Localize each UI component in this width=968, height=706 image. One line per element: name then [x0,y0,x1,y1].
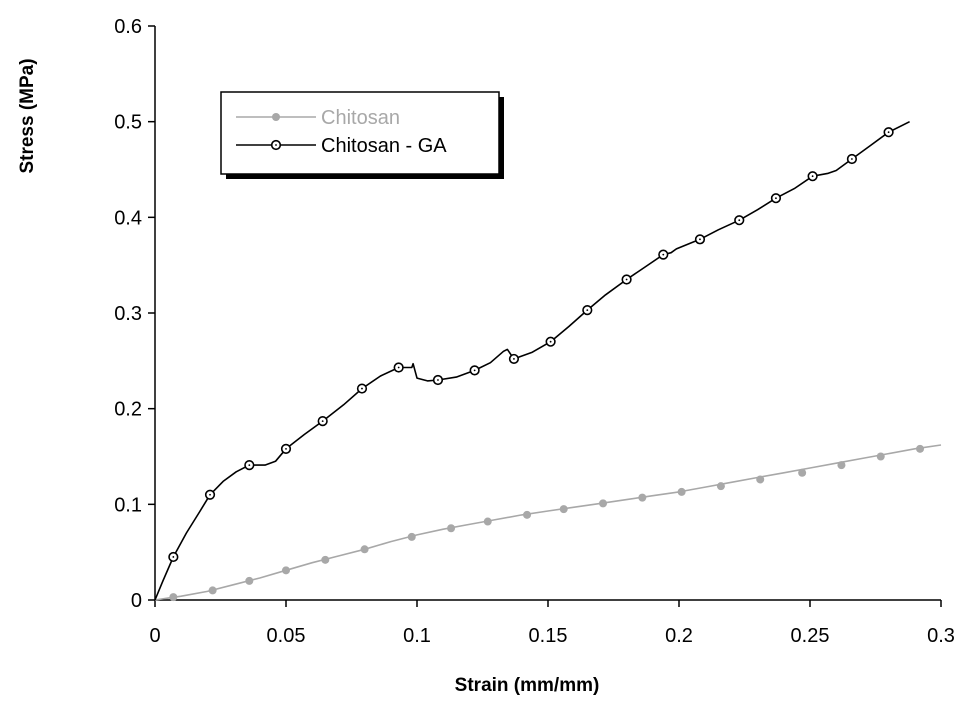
data-point-chitosan [245,576,254,585]
data-point-center-chitosan-ga [625,278,628,281]
data-point-chitosan [523,510,532,519]
x-axis-title: Strain (mm/mm) [455,675,600,696]
data-point-center-chitosan-ga [549,340,552,343]
data-point-center-chitosan-ga [662,253,665,256]
data-point-center-chitosan-ga [361,387,363,390]
y-ticks: 0 0.1 0.2 0.3 0.4 0.5 0.6 [114,16,155,612]
data-point-center-chitosan-ga [437,379,439,381]
data-point-chitosan [716,482,725,491]
data-point-center-chitosan-ga [887,131,890,134]
data-point-center-chitosan-ga [586,309,589,312]
data-point-chitosan [638,493,647,502]
x-tick-label: 0.3 [927,625,955,647]
data-point-center-chitosan-ga [321,420,324,423]
y-tick-label: 0.6 [114,16,142,38]
series-line-chitosan-ga [154,120,910,601]
data-point-center-chitosan-ga [248,464,251,467]
data-point-chitosan [321,555,330,564]
x-tick-label: 0.25 [791,625,830,647]
data-point-chitosan [483,517,492,526]
y-tick-label: 0.4 [114,207,142,229]
x-tick-label: 0.1 [403,625,431,647]
legend: Chitosan Chitosan - GA [220,91,504,179]
data-point-center-chitosan-ga [209,493,211,496]
data-point-chitosan [837,461,846,470]
data-point-center-chitosan-ga [699,238,701,241]
data-point-center-chitosan-ga [811,175,814,178]
y-tick-label: 0.2 [114,399,142,421]
data-point-chitosan [916,444,925,453]
data-point-chitosan [282,566,290,575]
data-point-chitosan [798,468,807,477]
data-point-chitosan [169,593,178,602]
plot-series [154,120,942,602]
legend-marker-chitosan-ga-dot [275,144,277,146]
y-tick-label: 0.3 [114,303,142,325]
data-point-center-chitosan-ga [775,197,777,200]
data-point-chitosan [599,499,608,508]
data-point-chitosan [677,487,686,496]
data-point-center-chitosan-ga [851,158,853,160]
y-axis-title: Stress (MPa) [17,58,38,173]
data-point-chitosan [360,545,369,554]
y-tick-label: 0 [131,590,142,612]
data-point-center-chitosan-ga [285,447,287,450]
y-tick-label: 0.1 [114,494,142,516]
legend-label-chitosan-ga: Chitosan - GA [321,135,447,157]
data-point-chitosan [559,505,568,514]
legend-label-chitosan: Chitosan [321,107,400,129]
data-point-center-chitosan-ga [738,219,741,222]
data-point-center-chitosan-ga [513,358,515,360]
data-point-center-chitosan-ga [473,369,476,372]
x-tick-label: 0.05 [267,625,306,647]
legend-marker-chitosan [272,113,280,121]
series-line-chitosan [154,444,942,601]
y-tick-label: 0.5 [114,112,142,134]
data-point-chitosan [208,586,217,595]
x-ticks: 0 0.05 0.1 0.15 0.2 0.25 0.3 [149,600,955,647]
data-point-chitosan [407,532,416,541]
data-point-chitosan [756,475,765,484]
x-tick-label: 0.2 [665,625,693,647]
data-point-chitosan [447,524,456,533]
x-tick-label: 0 [149,625,160,647]
data-point-center-chitosan-ga [172,556,175,558]
data-point-chitosan [876,452,885,461]
data-point-center-chitosan-ga [397,366,400,369]
legend-box [220,91,500,175]
x-tick-label: 0.15 [529,625,568,647]
